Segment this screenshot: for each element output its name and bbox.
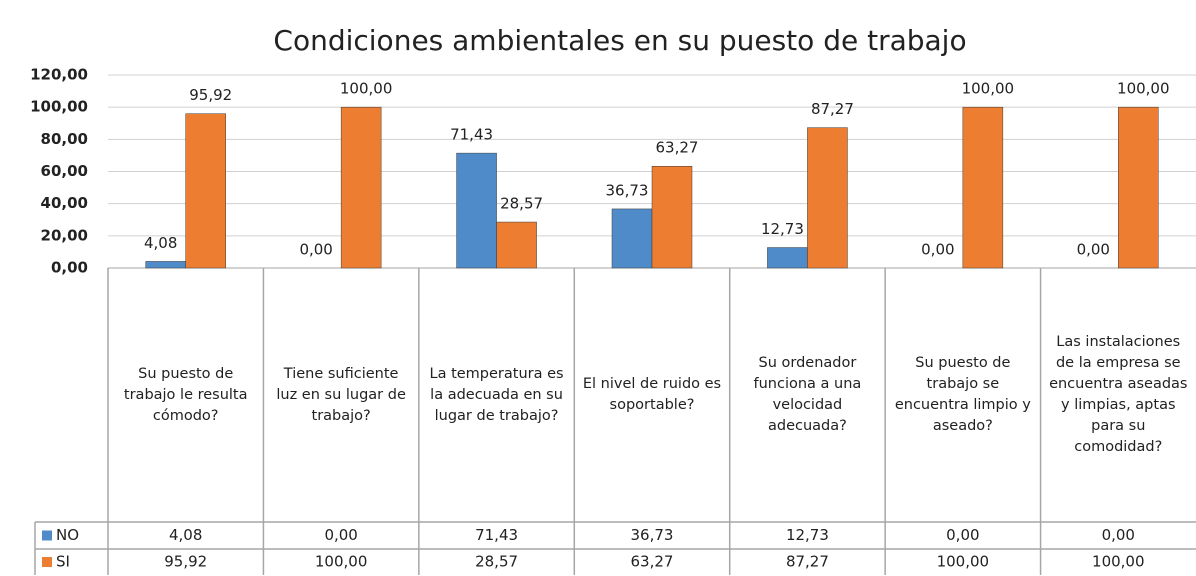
category-cell: La temperatura es la adecuada en su luga…: [429, 365, 564, 424]
table-value: 100,00: [1092, 553, 1145, 571]
bar: [767, 247, 808, 269]
category-cell: El nivel de ruido es soportable?: [582, 376, 722, 413]
x-tick-label: El nivel de ruido es soportable?: [582, 376, 722, 413]
bar: [611, 208, 653, 269]
x-tick-label: Su puesto de trabajo le resulta cómodo?: [123, 365, 248, 424]
table-value: 100,00: [937, 553, 990, 571]
x-tick-label: Las instalaciones de la empresa se encue…: [1049, 334, 1188, 455]
table-value: 87,27: [786, 553, 829, 571]
bar: [340, 106, 382, 269]
data-label: 71,43: [450, 126, 493, 144]
y-tick-label: 40,00: [41, 194, 88, 212]
y-tick-label: 80,00: [41, 130, 88, 148]
table-value: 0,00: [1102, 526, 1135, 544]
data-label: 100,00: [962, 80, 1015, 98]
y-tick-label: 120,00: [30, 66, 88, 84]
legend-label: NO: [56, 526, 79, 544]
data-label: 4,08: [144, 234, 177, 252]
legend-swatch: [42, 530, 52, 541]
bar: [651, 165, 693, 269]
data-label: 36,73: [606, 181, 649, 199]
data-label: 95,92: [189, 86, 232, 104]
category-cell: Su puesto de trabajo se encuentra limpio…: [894, 355, 1031, 434]
table-value: 12,73: [786, 526, 829, 544]
category-cell: Tiene suficiente luz en su lugar de trab…: [276, 365, 406, 424]
data-label: 87,27: [811, 100, 854, 118]
table-value: 71,43: [475, 526, 518, 544]
data-label: 100,00: [340, 80, 393, 98]
bar: [807, 127, 848, 269]
table-value: 0,00: [324, 526, 357, 544]
bar: [496, 221, 537, 269]
table-value: 36,73: [631, 526, 674, 544]
bar: [185, 113, 226, 269]
bar: [962, 106, 1004, 269]
legend-swatch: [42, 557, 52, 567]
table-value: 0,00: [946, 526, 979, 544]
y-tick-label: 60,00: [41, 162, 88, 180]
bar: [1118, 106, 1159, 269]
y-tick-label: 0,00: [51, 259, 88, 277]
table-value: 100,00: [315, 553, 368, 571]
data-label: 0,00: [299, 241, 332, 259]
data-label: 0,00: [1077, 241, 1110, 259]
y-tick-label: 100,00: [30, 98, 88, 116]
data-label: 100,00: [1117, 80, 1170, 98]
x-tick-label: Su ordenador funciona a una velocidad ad…: [753, 355, 862, 434]
data-label: 12,73: [761, 220, 804, 238]
legend-label: SI: [56, 553, 70, 571]
table-value: 95,92: [164, 553, 207, 571]
bar: [145, 261, 186, 269]
x-tick-label: La temperatura es la adecuada en su luga…: [429, 365, 564, 424]
data-label: 63,27: [656, 139, 699, 157]
category-cell: Su puesto de trabajo le resulta cómodo?: [123, 365, 248, 424]
table-value: 28,57: [475, 553, 518, 571]
x-tick-label: Su puesto de trabajo se encuentra limpio…: [894, 355, 1031, 434]
data-label: 0,00: [921, 241, 954, 259]
chart-title: Condiciones ambientales en su puesto de …: [273, 24, 966, 57]
category-cell: Su ordenador funciona a una velocidad ad…: [753, 355, 862, 434]
table-value: 4,08: [169, 526, 202, 544]
table-value: 63,27: [631, 553, 674, 571]
bar: [456, 152, 497, 269]
x-tick-label: Tiene suficiente luz en su lugar de trab…: [276, 365, 406, 424]
category-cell: Las instalaciones de la empresa se encue…: [1049, 334, 1188, 455]
data-label: 28,57: [500, 195, 543, 213]
y-tick-label: 20,00: [41, 226, 88, 244]
